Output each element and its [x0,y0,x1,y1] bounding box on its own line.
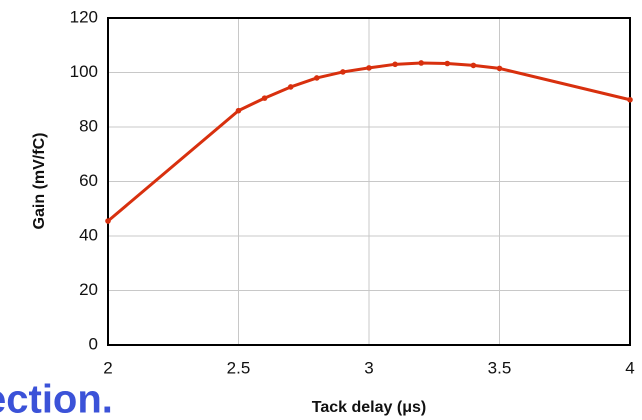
point [235,107,242,114]
point [418,60,425,66]
y-tick-label: 100 [70,62,98,81]
point [627,96,633,103]
y-tick-label: 120 [70,7,98,26]
point [366,65,372,71]
point [261,95,268,101]
x-tick-label: 4 [625,358,634,377]
y-tick-label: 0 [89,334,98,353]
y-tick-label: 60 [79,171,98,190]
x-tick-label: 2 [103,358,112,377]
x-axis-label: Tack delay (μs) [312,399,426,416]
point [105,218,111,224]
y-axis-label: Gain (mV/fC) [31,133,48,230]
point [496,65,503,72]
point [314,75,320,81]
point [340,69,346,75]
point [287,84,294,90]
overlay-text: ection. [0,378,113,420]
y-tick-label: 20 [79,280,98,299]
point [444,60,451,67]
x-tick-label: 3 [364,358,373,377]
y-tick-label: 40 [79,225,98,244]
point [392,61,398,68]
x-tick-label: 3.5 [488,358,512,377]
plot-frame [107,17,631,346]
y-tick-label: 80 [79,116,98,135]
point [470,62,477,69]
x-tick-label: 2.5 [227,358,251,377]
